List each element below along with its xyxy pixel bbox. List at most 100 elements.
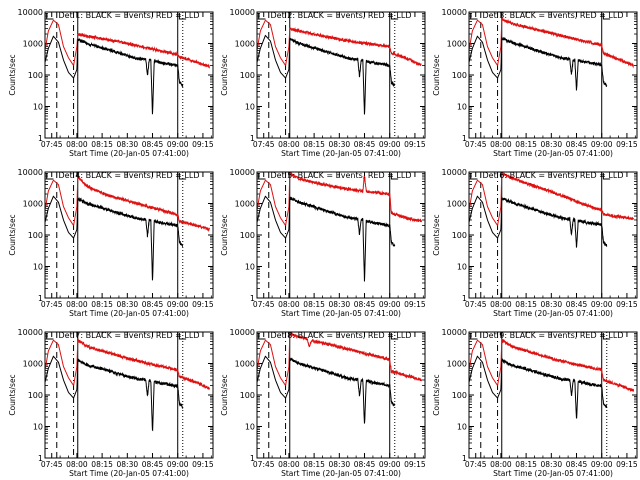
x-tick-label: 09:00 bbox=[379, 460, 401, 469]
corner-bracket-left bbox=[470, 333, 478, 340]
panel-title: Det 5: BLACK = Events, RED = LLD bbox=[271, 171, 412, 180]
x-tick-label: 08:15 bbox=[91, 140, 113, 149]
x-tick-label: 08:15 bbox=[91, 300, 113, 309]
plot-frame bbox=[468, 171, 638, 299]
x-tick-label: 08:45 bbox=[566, 140, 588, 149]
y-tick-label: 10000 bbox=[18, 8, 43, 17]
x-tick-label: 08:30 bbox=[541, 140, 563, 149]
series-line-lld bbox=[45, 338, 210, 390]
x-axis-label: Start Time (20-Jan-05 07:41:00) bbox=[493, 149, 613, 158]
corner-bracket-left bbox=[470, 173, 478, 180]
x-tick-label: 08:00 bbox=[66, 140, 88, 149]
x-tick-label: 09:15 bbox=[192, 300, 214, 309]
y-tick-label: 1 bbox=[38, 454, 43, 463]
series-line-lld bbox=[257, 332, 422, 387]
panel-title: Det 1: BLACK = Events, RED = LLD bbox=[59, 11, 200, 20]
series-line-lld bbox=[469, 18, 634, 69]
corner-bracket-left bbox=[470, 13, 478, 20]
x-tick-label: 09:00 bbox=[167, 300, 189, 309]
x-tick-label: 07:45 bbox=[41, 140, 63, 149]
corner-bracket-left bbox=[46, 333, 54, 340]
series-line-events bbox=[257, 34, 396, 115]
x-tick-label: 09:15 bbox=[616, 300, 638, 309]
x-tick-label: 09:15 bbox=[192, 460, 214, 469]
series-line-events bbox=[45, 195, 184, 281]
y-tick-label: 10000 bbox=[442, 8, 467, 17]
y-tick-label: 10 bbox=[245, 423, 255, 432]
x-tick-label: 08:15 bbox=[303, 300, 325, 309]
panel-title: Det 7: BLACK = Events, RED = LLD bbox=[59, 331, 200, 340]
series-line-lld bbox=[45, 19, 210, 69]
y-axis-label: Counts/sec bbox=[220, 54, 229, 95]
y-tick-label: 100 bbox=[452, 391, 467, 400]
x-tick-label: 09:15 bbox=[404, 460, 426, 469]
y-axis-label: Counts/sec bbox=[432, 214, 441, 255]
series-line-lld bbox=[45, 175, 210, 233]
corner-bracket-right bbox=[602, 173, 611, 180]
x-tick-label: 08:00 bbox=[490, 460, 512, 469]
x-tick-label: 07:45 bbox=[253, 140, 275, 149]
y-tick-label: 10 bbox=[457, 103, 467, 112]
y-tick-label: 10 bbox=[457, 423, 467, 432]
series-line-events bbox=[45, 35, 184, 115]
y-tick-label: 100 bbox=[28, 231, 43, 240]
x-tick-label: 07:45 bbox=[253, 300, 275, 309]
corner-bracket-left bbox=[46, 173, 54, 180]
x-tick-label: 08:30 bbox=[329, 300, 351, 309]
x-tick-label: 09:00 bbox=[167, 460, 189, 469]
x-tick-label: 08:00 bbox=[66, 460, 88, 469]
y-tick-label: 10 bbox=[33, 423, 43, 432]
corner-bracket-left bbox=[258, 13, 266, 20]
panel-det-7: 1 10 100 1000 10000 07:45 08:00 08:15 08:30 08:45… bbox=[8, 328, 214, 478]
y-tick-label: 1000 bbox=[23, 40, 43, 49]
panel-det-4: 1 10 100 1000 10000 07:45 08:00 08:15 08:30 08:45… bbox=[8, 168, 214, 318]
y-tick-label: 10000 bbox=[442, 168, 467, 177]
x-tick-label: 08:45 bbox=[354, 300, 376, 309]
series-line-lld bbox=[257, 19, 422, 67]
x-tick-label: 08:45 bbox=[354, 140, 376, 149]
x-tick-label: 09:15 bbox=[616, 460, 638, 469]
y-tick-label: 1000 bbox=[235, 200, 255, 209]
corner-bracket-left bbox=[46, 13, 54, 20]
y-tick-label: 10 bbox=[245, 103, 255, 112]
x-tick-label: 07:45 bbox=[41, 460, 63, 469]
y-tick-label: 10000 bbox=[18, 328, 43, 337]
x-axis-label: Start Time (20-Jan-05 07:41:00) bbox=[69, 149, 189, 158]
x-tick-label: 09:00 bbox=[591, 460, 613, 469]
x-axis-label: Start Time (20-Jan-05 07:41:00) bbox=[281, 469, 401, 478]
x-tick-label: 09:15 bbox=[616, 140, 638, 149]
y-tick-label: 10 bbox=[245, 263, 255, 272]
panel-det-3: 1 10 100 1000 10000 07:45 08:00 08:15 08:30 08:45… bbox=[432, 8, 638, 158]
series-line-events bbox=[469, 35, 608, 91]
x-axis-label: Start Time (20-Jan-05 07:41:00) bbox=[493, 309, 613, 318]
y-tick-label: 100 bbox=[240, 391, 255, 400]
y-tick-label: 1 bbox=[250, 134, 255, 143]
y-axis-label: Counts/sec bbox=[432, 374, 441, 415]
y-tick-label: 1000 bbox=[235, 40, 255, 49]
x-axis-label: Start Time (20-Jan-05 07:41:00) bbox=[69, 469, 189, 478]
x-tick-label: 09:15 bbox=[192, 140, 214, 149]
y-tick-label: 100 bbox=[28, 391, 43, 400]
series-line-events bbox=[469, 195, 608, 248]
x-tick-label: 09:00 bbox=[591, 140, 613, 149]
plot-frame bbox=[256, 11, 426, 139]
y-tick-label: 100 bbox=[28, 71, 43, 80]
plot-frame bbox=[44, 11, 214, 139]
plot-frame bbox=[468, 11, 638, 139]
x-tick-label: 08:00 bbox=[490, 300, 512, 309]
x-tick-label: 08:00 bbox=[66, 300, 88, 309]
x-tick-label: 08:00 bbox=[278, 300, 300, 309]
y-axis-label: Counts/sec bbox=[220, 214, 229, 255]
x-tick-label: 08:00 bbox=[490, 140, 512, 149]
corner-bracket-right bbox=[602, 13, 611, 20]
corner-bracket-right bbox=[390, 13, 399, 20]
y-tick-label: 1000 bbox=[23, 360, 43, 369]
y-tick-label: 10000 bbox=[230, 168, 255, 177]
series-line-events bbox=[45, 355, 184, 432]
x-tick-label: 08:15 bbox=[303, 460, 325, 469]
y-tick-label: 1000 bbox=[23, 200, 43, 209]
x-tick-label: 08:30 bbox=[117, 460, 139, 469]
x-tick-label: 07:45 bbox=[253, 460, 275, 469]
